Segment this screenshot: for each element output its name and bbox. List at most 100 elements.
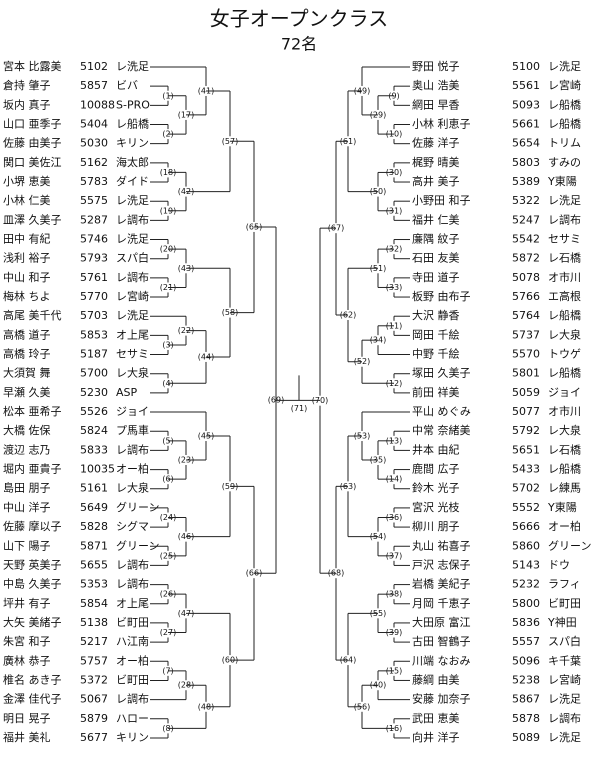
player-name: 浅利 裕子 <box>3 252 51 265</box>
player-name: 古田 智鶴子 <box>412 634 471 648</box>
player-club: オ上尾 <box>116 328 149 341</box>
player-club: オ上尾 <box>116 597 149 610</box>
player-name: 川端 なおみ <box>412 654 471 667</box>
player-name: 岩橋 美紀子 <box>412 577 471 591</box>
player-name: 大矢 美緒子 <box>3 615 62 629</box>
player-name: 廣林 恭子 <box>3 653 51 667</box>
player-club: ビバ <box>116 79 138 92</box>
subtitle: 72名 <box>281 35 317 54</box>
player-id: 5217 <box>80 635 108 648</box>
player-id: 5089 <box>512 731 540 744</box>
player-name: 天野 英美子 <box>3 557 62 571</box>
player-name: 渡辺 志乃 <box>3 442 51 456</box>
player-id: 5651 <box>512 443 540 456</box>
player-name: 丸山 祐喜子 <box>412 539 471 552</box>
player-club: レ洗足 <box>116 233 149 246</box>
player-name: 佐藤 摩以子 <box>3 519 62 533</box>
player-club: S-PRO <box>116 98 150 111</box>
player-club: スパ白 <box>116 251 149 265</box>
player-name: 早瀬 久美 <box>3 385 51 399</box>
player-club: スパ白 <box>548 634 581 648</box>
player-club: Y東陽 <box>547 501 577 514</box>
player-id: 5238 <box>512 673 540 686</box>
player-club: シグマ <box>116 519 149 533</box>
player-id: 5854 <box>80 597 108 610</box>
player-club: レ宮崎 <box>548 672 581 686</box>
player-club: レ船橋 <box>548 117 581 131</box>
player-name: 明日 晃子 <box>3 712 51 725</box>
player-club: キ千葉 <box>548 653 581 667</box>
player-name: 中野 千絵 <box>412 347 460 361</box>
player-id: 5526 <box>80 405 108 418</box>
player-club: 海太郎 <box>116 155 149 169</box>
player-name: 堀内 亜貴子 <box>3 462 62 476</box>
player-name: 廉隅 紋子 <box>412 232 460 246</box>
player-id: 5230 <box>80 386 108 399</box>
player-name: 高橋 道子 <box>3 327 51 341</box>
player-id: 5737 <box>512 328 540 341</box>
player-club: オ市川 <box>548 404 581 418</box>
player-name: 佐藤 由美子 <box>3 136 62 150</box>
match-number: (71) <box>291 404 307 413</box>
player-id: 5561 <box>512 79 540 92</box>
player-name: 金澤 佳代子 <box>3 692 62 706</box>
player-id: 5677 <box>80 731 108 744</box>
player-club: レ洗足 <box>548 693 581 706</box>
player-club: レ船橋 <box>548 308 581 322</box>
player-id: 5703 <box>80 309 108 322</box>
player-club: プ馬車 <box>116 423 149 437</box>
player-name: 皿澤 久美子 <box>3 213 62 226</box>
player-club: ラフィ <box>548 578 581 591</box>
player-club: レ調布 <box>548 711 581 725</box>
player-club: レ洗足 <box>548 60 581 73</box>
player-name: 中山 洋子 <box>3 500 51 514</box>
player-id: 5828 <box>80 520 108 533</box>
player-club: レ大泉 <box>116 366 149 380</box>
player-club: オ市川 <box>548 270 581 284</box>
player-name: 佐藤 洋子 <box>412 136 460 150</box>
player-id: 5655 <box>80 558 108 571</box>
player-id: 5872 <box>512 252 540 265</box>
player-club: ジョイ <box>116 405 149 418</box>
player-name: 大沢 静香 <box>412 308 460 322</box>
player-id: 5824 <box>80 424 108 437</box>
player-club: ジョイ <box>548 386 581 399</box>
player-club: キリン <box>116 137 149 150</box>
player-id: 5187 <box>80 348 108 361</box>
player-id: 5871 <box>80 539 108 552</box>
player-name: 坪井 有子 <box>3 596 51 610</box>
player-name: 椎名 あき子 <box>3 672 62 686</box>
player-name: 福井 美礼 <box>3 730 51 744</box>
player-name: 高橋 玲子 <box>3 347 51 361</box>
player-name: 倉持 肇子 <box>3 78 51 92</box>
player-club: レ調布 <box>116 577 149 591</box>
player-id: 5857 <box>80 79 108 92</box>
player-name: 大橋 佐保 <box>3 423 51 437</box>
player-id: 5792 <box>512 424 540 437</box>
player-name: 寺田 道子 <box>412 270 460 284</box>
player-club: レ練馬 <box>548 481 581 495</box>
player-club: レ宮崎 <box>116 289 149 303</box>
player-id: 5654 <box>512 137 540 150</box>
player-id: 5867 <box>512 693 540 706</box>
player-id: 5287 <box>80 213 108 226</box>
player-club: エ高根 <box>548 289 581 303</box>
player-name: 高尾 美千代 <box>3 308 62 322</box>
player-id: 5570 <box>512 348 540 361</box>
player-club: レ調布 <box>116 270 149 284</box>
player-name: 高井 美子 <box>412 174 460 188</box>
player-id: 5770 <box>80 290 108 303</box>
player-id: 5853 <box>80 328 108 341</box>
player-name: 朱宮 和子 <box>3 634 51 648</box>
player-name: 岡田 千絵 <box>412 327 460 341</box>
player-club: ASP <box>116 386 138 399</box>
player-id: 5322 <box>512 194 540 207</box>
player-id: 5030 <box>80 137 108 150</box>
player-club: ビ町田 <box>116 673 149 686</box>
player-name: 坂内 真子 <box>3 97 51 111</box>
player-name: 武田 恵美 <box>412 711 460 725</box>
player-id: 5077 <box>512 405 540 418</box>
player-id: 5096 <box>512 654 540 667</box>
player-id: 5162 <box>80 156 108 169</box>
player-name: 鹿間 広子 <box>412 462 460 476</box>
